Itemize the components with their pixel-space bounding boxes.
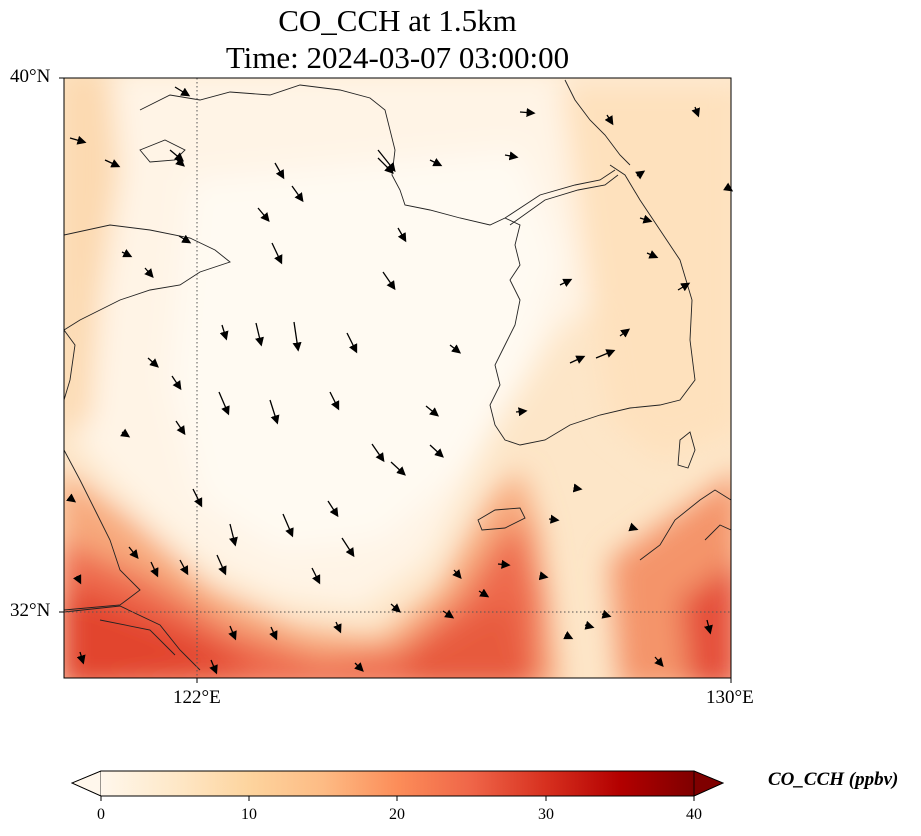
wind-arrow: [121, 249, 133, 258]
wind-arrow: [429, 444, 444, 458]
wind-arrow: [216, 554, 227, 576]
wind-arrow: [228, 625, 237, 641]
wind-arrow: [346, 332, 358, 354]
colorbar: [70, 770, 725, 801]
plot-title: CO_CCH at 1.5km: [278, 3, 517, 38]
colorbar-tick-40: 40: [686, 806, 702, 823]
wind-arrow: [635, 170, 646, 180]
concentration-field: [64, 78, 731, 678]
wind-arrow: [104, 159, 121, 168]
wind-arrow: [628, 522, 639, 532]
wind-arrow: [69, 135, 87, 145]
wind-arrow: [341, 537, 355, 558]
wind-arrow: [73, 574, 82, 585]
wind-arrow: [255, 322, 264, 347]
wind-arrow: [269, 399, 280, 425]
wind-arrow: [271, 242, 283, 265]
wind-arrow: [150, 561, 159, 578]
wind-arrow: [382, 271, 396, 291]
wind-arrow: [377, 157, 394, 174]
wind-arrow: [292, 321, 302, 352]
wind-arrow: [559, 278, 573, 287]
wind-arrow: [128, 546, 139, 560]
wind-arrow: [425, 405, 440, 417]
wind-arrow: [519, 107, 536, 118]
wind-arrow: [646, 250, 659, 259]
wind-arrow: [478, 588, 490, 598]
wind-arrow: [147, 357, 159, 368]
wind-arrow: [515, 407, 528, 417]
wind-arrow: [269, 626, 278, 641]
wind-arrow: [174, 157, 185, 167]
wind-arrow: [704, 619, 713, 635]
wind-arrow: [654, 656, 664, 667]
plot-subtitle-time: Time: 2024-03-07 03:00:00: [225, 40, 570, 75]
wind-arrow: [311, 567, 321, 585]
wind-arrow: [595, 349, 616, 359]
wind-arrow: [371, 443, 385, 463]
wind-arrow: [192, 488, 203, 508]
wind-arrow: [497, 559, 511, 569]
colorbar-label: CO_CCH (ppbv): [768, 769, 899, 790]
wind-arrow: [619, 328, 631, 338]
wind-arrow: [179, 559, 189, 576]
wind-arrow: [639, 214, 653, 224]
wind-arrow: [174, 86, 191, 97]
wind-arrow: [329, 391, 340, 411]
wind-arrow: [390, 461, 406, 476]
wind-arrow: [66, 493, 77, 503]
wind-arrow: [229, 523, 238, 547]
wind-arrow: [548, 514, 560, 524]
wind-arrow: [449, 344, 462, 354]
wind-arrow: [538, 571, 549, 581]
colorbar-extend-min: [70, 770, 102, 797]
wind-arrow: [452, 569, 462, 579]
wind-arrow: [209, 659, 218, 675]
wind-arrow: [178, 234, 192, 244]
wind-arrow: [572, 483, 583, 493]
colorbar-tick-20: 20: [389, 806, 405, 823]
wind-arrow: [120, 428, 131, 438]
wind-arrow: [390, 603, 401, 613]
wind-arrow: [604, 114, 614, 126]
wind-arrow: [327, 500, 339, 518]
coastlines: [64, 79, 731, 671]
wind-arrow: [219, 324, 229, 341]
lon-tick-label-130e: 130°E: [706, 687, 754, 708]
wind-arrow: [397, 227, 407, 243]
map-frame: [63, 77, 732, 679]
colorbar-extend-max: [693, 770, 725, 797]
colorbar-tick-30: 30: [538, 806, 554, 823]
wind-arrow: [282, 513, 294, 538]
wind-arrow: [257, 207, 270, 222]
wind-arrow: [291, 185, 304, 203]
wind-arrow: [171, 375, 182, 391]
lat-tick-label-40n: 40°N: [10, 66, 51, 87]
colorbar-tick-0: 0: [97, 806, 105, 823]
wind-arrow: [691, 106, 700, 118]
wind-arrow: [333, 621, 342, 634]
wind-arrow: [175, 420, 186, 436]
wind-arrow: [569, 355, 586, 364]
wind-arrow: [144, 267, 154, 278]
wind-arrow: [442, 609, 455, 619]
wind-arrow: [274, 162, 285, 180]
wind-arrow: [677, 282, 691, 292]
colorbar-tick-10: 10: [241, 806, 257, 823]
wind-arrow: [218, 391, 230, 416]
lat-tick-label-32n: 32°N: [10, 600, 51, 621]
wind-arrow: [584, 620, 595, 630]
wind-arrow: [601, 609, 612, 619]
colorbar-gradient: [101, 771, 694, 796]
wind-arrow: [504, 151, 519, 161]
wind-arrow: [354, 662, 364, 672]
lon-tick-label-122e: 122°E: [173, 687, 221, 708]
wind-arrow: [76, 651, 86, 665]
wind-arrow: [563, 631, 574, 640]
wind-arrow: [429, 158, 443, 167]
